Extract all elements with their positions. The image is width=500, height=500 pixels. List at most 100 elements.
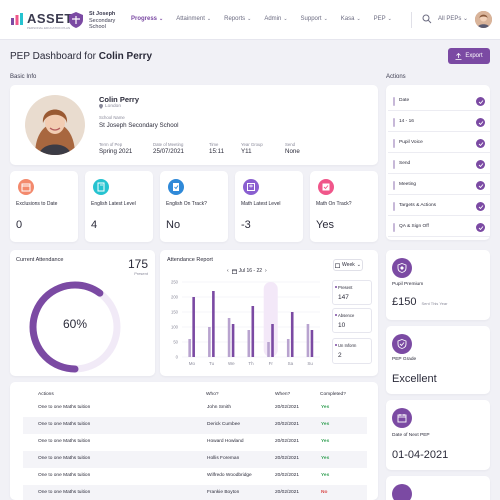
week-dropdown[interactable]: Week ⌄ — [333, 259, 363, 271]
x-tick-label: Mo — [189, 361, 196, 366]
present-stat-label: Present — [338, 285, 353, 290]
action-item-qa-sign-off[interactable]: QA & Sign Off — [388, 218, 490, 237]
year-group-label: Year Group — [241, 142, 263, 147]
nav-item-admin[interactable]: Admin ⌄ — [264, 16, 287, 22]
stat-card[interactable]: Exclusions to Date 0 — [10, 171, 78, 242]
check-icon — [476, 139, 485, 148]
export-button[interactable]: Export — [448, 48, 490, 64]
action-item-pupil-voice[interactable]: Pupil Voice — [388, 134, 490, 153]
absence-stat-value: 10 — [338, 322, 346, 329]
user-avatar[interactable] — [475, 11, 492, 28]
row-action: One to one Maths tuition — [38, 473, 91, 478]
table-header-completed: Completed? — [320, 392, 346, 397]
nav-item-label: Admin — [264, 16, 282, 22]
action-label: Meeting — [399, 182, 417, 187]
bar-fr-series-0[interactable] — [267, 342, 270, 357]
header-divider — [411, 12, 412, 28]
uninform-stat-card: Un Inform 2 — [332, 338, 372, 364]
bar-th-series-0[interactable] — [247, 330, 251, 357]
nav-item-kasa[interactable]: Kasa ⌄ — [341, 16, 361, 22]
asset-logo-text[interactable]: ASSET — [27, 11, 73, 26]
bar-we-series-0[interactable] — [227, 318, 231, 357]
present-count-label: Present — [134, 271, 148, 276]
action-marker — [393, 181, 395, 190]
nav-item-reports[interactable]: Reports ⌄ — [224, 16, 251, 22]
bar-mo-series-1[interactable] — [192, 297, 195, 357]
bar-tu-series-0[interactable] — [208, 327, 211, 357]
attendance-percent: 60% — [62, 317, 88, 331]
table-row[interactable]: One to one Maths tuition Derick Cumbee 20/… — [23, 417, 367, 434]
stat-card[interactable]: English On Track? No — [160, 171, 228, 242]
bar-we-series-1[interactable] — [231, 324, 235, 357]
table-row[interactable]: One to one Maths tuition Wilfredo Woodbri… — [23, 468, 367, 485]
chevron-down-icon: ⌄ — [356, 262, 361, 268]
row-action: One to one Maths tuition — [38, 456, 91, 461]
chevron-down-icon: ⌄ — [283, 16, 288, 22]
search-icon[interactable] — [422, 14, 432, 24]
attendance-bar-chart: 0 50 100 150 200 250 Mo Tu We Th Fr Sa Su — [171, 280, 320, 366]
location-pin-icon — [99, 104, 103, 109]
nav-item-pep[interactable]: PEP ⌄ — [374, 16, 392, 22]
action-item-date[interactable]: Date — [388, 92, 490, 111]
check-icon — [476, 160, 485, 169]
premium-note: Sent This Year — [421, 301, 448, 306]
action-label: 14 - 16 — [399, 119, 414, 124]
x-tick-label: We — [228, 361, 235, 366]
school-name-label: School Name — [99, 115, 125, 120]
table-row[interactable]: One to one Maths tuition Hollis Foreman 20… — [23, 451, 367, 468]
table-row[interactable]: One to one Maths tuition Frankie Boyton 20… — [23, 485, 367, 500]
nav-item-progress[interactable]: Progress ⌄ — [131, 16, 163, 22]
actions-table-card — [10, 382, 378, 500]
row-when: 20/02/2021 — [275, 405, 300, 410]
stat-card[interactable]: English Latest Level 4 — [85, 171, 153, 242]
bar-su-series-0[interactable] — [306, 324, 310, 357]
basic-info-heading: Basic Info — [10, 74, 37, 80]
bar-mo-series-0[interactable] — [188, 339, 191, 357]
pep-filter-dropdown[interactable]: All PEPs ⌄ — [438, 16, 469, 22]
action-item-targets-actions[interactable]: Targets & Actions — [388, 197, 490, 216]
book-icon — [93, 179, 109, 195]
date-range-picker[interactable]: ‹ Jul 16 - 22 › — [227, 268, 267, 274]
check-icon — [476, 97, 485, 106]
stat-label: Exclusions to Date — [16, 201, 58, 207]
nav-item-support[interactable]: Support ⌄ — [301, 16, 328, 22]
table-row[interactable]: One to one Maths tuition John Smith 20/02/… — [23, 400, 367, 417]
math-check-icon — [318, 179, 334, 195]
stat-card[interactable]: Math On Track? Yes — [310, 171, 378, 242]
highlight-column — [263, 282, 278, 357]
stat-card[interactable]: Math Latest Level -3 — [235, 171, 303, 242]
chevron-left-icon[interactable]: ‹ — [227, 268, 229, 274]
action-label: QA & Sign Off — [399, 224, 429, 229]
action-item-meeting[interactable]: Meeting — [388, 176, 490, 195]
asset-logo-icon — [11, 13, 23, 25]
bar-sa-series-0[interactable] — [286, 339, 290, 357]
nav-item-label: Support — [300, 16, 322, 22]
bar-th-series-1[interactable] — [251, 306, 255, 357]
calendar-icon — [18, 179, 34, 195]
time-value: 15:11 — [209, 148, 225, 155]
present-dot — [335, 286, 337, 288]
action-marker — [393, 202, 395, 211]
bar-sa-series-1[interactable] — [290, 312, 294, 357]
premium-shield-icon — [392, 258, 412, 278]
row-when: 20/02/2021 — [275, 439, 300, 444]
current-attendance-card: Current Attendance 175 Present 60% — [10, 250, 155, 376]
bar-tu-series-1[interactable] — [212, 291, 215, 357]
extra-side-card — [386, 476, 490, 500]
row-completed: Yes — [321, 422, 330, 427]
bar-su-series-1[interactable] — [310, 330, 314, 357]
nav-item-attainment[interactable]: Attainment ⌄ — [176, 16, 211, 22]
school-name: St Joseph Secondary School — [89, 11, 116, 30]
attendance-ring-chart — [29, 281, 121, 373]
x-tick-label: Sa — [288, 361, 294, 366]
chevron-right-icon[interactable]: › — [265, 268, 267, 274]
stat-value: No — [166, 219, 181, 231]
pupil-premium-value: £150 Sent This Year — [392, 296, 448, 308]
action-item-14-16[interactable]: 14 - 16 — [388, 113, 490, 132]
table-row[interactable]: One to one Maths tuition Howard Howland 20… — [23, 434, 367, 451]
bar-fr-series-1[interactable] — [271, 324, 274, 357]
row-who: Howard Howland — [207, 439, 244, 444]
send-label: Send — [285, 142, 296, 147]
action-item-send[interactable]: Send — [388, 155, 490, 174]
stat-value: 4 — [91, 219, 98, 231]
